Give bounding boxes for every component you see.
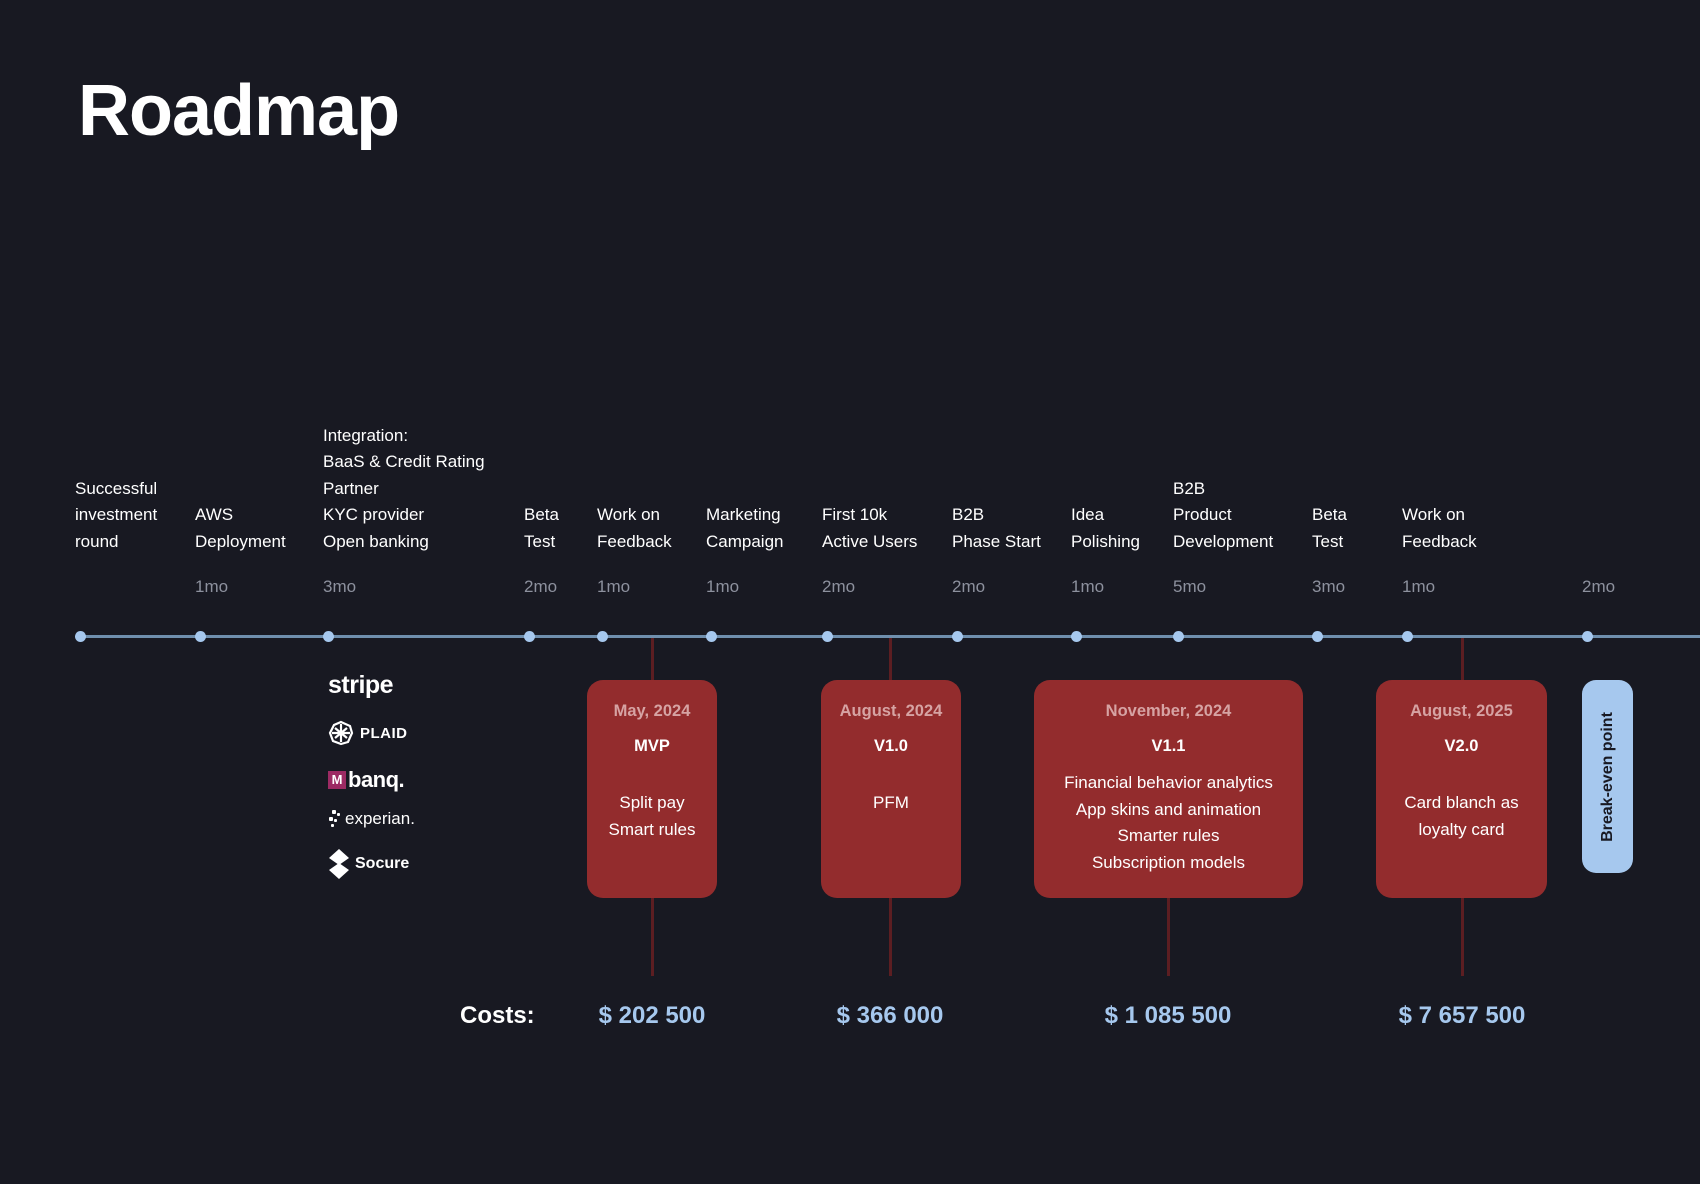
release-features: PFM [873, 793, 909, 812]
milestone-label: Work on Feedback [597, 505, 672, 551]
release-date: November, 2024 [1105, 702, 1232, 720]
milestone-duration: 2mo [952, 577, 986, 596]
release-card: May, 2024 MVP Split pay Smart rules [587, 680, 717, 898]
partner-name: PLAID [360, 724, 408, 742]
timeline-dot [1173, 631, 1184, 642]
milestone-label: Successful investment round [75, 478, 158, 551]
timeline-line [80, 635, 1700, 638]
release-cost: $ 1 085 500 [1104, 1002, 1232, 1029]
timeline-dot [323, 631, 334, 642]
milestone-duration: 3mo [323, 577, 357, 596]
partner-name: Socure [355, 855, 410, 872]
milestone: Marketing Campaign 1mo [706, 427, 906, 627]
milestone: Work on Feedback 1mo [1402, 427, 1602, 627]
release-features: Split pay Smart rules [608, 793, 696, 839]
timeline-dot [1071, 631, 1082, 642]
milestone: Beta Test 2mo [524, 427, 724, 627]
release-version: MVP [634, 737, 670, 755]
milestone-duration: 1mo [597, 577, 631, 596]
milestone-label: Beta Test [524, 505, 559, 551]
milestone-duration: 2mo [1582, 577, 1616, 596]
breakeven-badge: Break-even point [1582, 680, 1633, 873]
milestone: First 10k Active Users 2mo [822, 427, 1022, 627]
milestone: Idea Polishing 1mo [1071, 427, 1271, 627]
release-connector [1461, 898, 1464, 976]
partner-name: stripe [328, 670, 394, 699]
release-date: August, 2024 [839, 702, 943, 720]
experian-logo: experian. [328, 803, 415, 835]
release-connector [1461, 638, 1464, 680]
timeline-dot [822, 631, 833, 642]
timeline-dot [706, 631, 717, 642]
breakeven-label: Break-even point [1598, 711, 1616, 842]
release-connector [1167, 898, 1170, 976]
milestone-label: First 10k Active Users [822, 505, 918, 551]
timeline-dot [952, 631, 963, 642]
milestone: Successful investment round [75, 427, 275, 627]
milestone: 2mo [1582, 427, 1700, 627]
milestone: Work on Feedback 1mo [597, 427, 797, 627]
milestone: Integration: BaaS & Credit Rating Partne… [323, 426, 543, 627]
release-features: Card blanch as loyalty card [1404, 793, 1519, 839]
milestone-duration: 1mo [706, 577, 740, 596]
release-version: V1.1 [1151, 737, 1186, 755]
release-cost: $ 202 500 [598, 1002, 706, 1029]
release-card: August, 2024 V1.0 PFM [821, 680, 961, 898]
release-date: May, 2024 [613, 702, 691, 720]
milestone-label: B2B Phase Start [952, 505, 1041, 551]
release-card: August, 2025 V2.0 Card blanch as loyalty… [1376, 680, 1547, 898]
page-title: Roadmap [78, 71, 400, 151]
milestone-duration: 3mo [1312, 577, 1346, 596]
milestone-duration: 2mo [524, 577, 558, 596]
release-version: V2.0 [1444, 737, 1479, 755]
timeline-dot [524, 631, 535, 642]
release-card: November, 2024 V1.1 Financial behavior a… [1034, 680, 1303, 898]
release-cost: $ 366 000 [836, 1002, 944, 1029]
milestone-duration: 1mo [195, 577, 229, 596]
milestone: B2B Product Development 5mo [1173, 427, 1373, 627]
milestone-duration: 1mo [1071, 577, 1105, 596]
release-features: Financial behavior analytics App skins a… [1064, 773, 1273, 872]
timeline-dot [597, 631, 608, 642]
milestone-label: Integration: BaaS & Credit Rating Partne… [323, 425, 485, 551]
experian-icon [329, 810, 340, 827]
release-connector [651, 638, 654, 680]
milestone-label: Work on Feedback [1402, 505, 1477, 551]
release-connector [889, 898, 892, 976]
milestone-label: B2B Product Development [1173, 478, 1274, 551]
plaid-icon [328, 720, 354, 746]
costs-label: Costs: [460, 1002, 535, 1029]
milestone-label: Idea Polishing [1071, 505, 1140, 551]
timeline-dot [75, 631, 86, 642]
milestone: Beta Test 3mo [1312, 427, 1512, 627]
milestone-label: AWS Deployment [195, 505, 286, 551]
mbanq-logo: M banq. [328, 764, 405, 796]
milestone-duration: 1mo [1402, 577, 1436, 596]
release-date: August, 2025 [1410, 702, 1513, 720]
milestone-label: Marketing Campaign [706, 505, 784, 551]
timeline-dot [1402, 631, 1413, 642]
timeline-dot [1312, 631, 1323, 642]
timeline-dot [195, 631, 206, 642]
milestone: B2B Phase Start 2mo [952, 427, 1152, 627]
release-connector [889, 638, 892, 680]
timeline-dot [1582, 631, 1593, 642]
partner-name: experian. [345, 809, 415, 828]
release-version: V1.0 [874, 737, 908, 755]
socure-icon [329, 849, 349, 879]
mbanq-icon: M [328, 771, 346, 789]
partner-name: banq. [348, 767, 405, 792]
milestone-duration: 5mo [1173, 577, 1207, 596]
milestone: AWS Deployment 1mo [195, 427, 395, 627]
release-connector [651, 898, 654, 976]
milestone-label: Beta Test [1312, 505, 1347, 551]
socure-logo: Socure [328, 848, 409, 880]
plaid-logo: PLAID [328, 717, 408, 749]
release-cost: $ 7 657 500 [1398, 1002, 1526, 1029]
stripe-logo: stripe [328, 669, 394, 701]
milestone-duration: 2mo [822, 577, 856, 596]
